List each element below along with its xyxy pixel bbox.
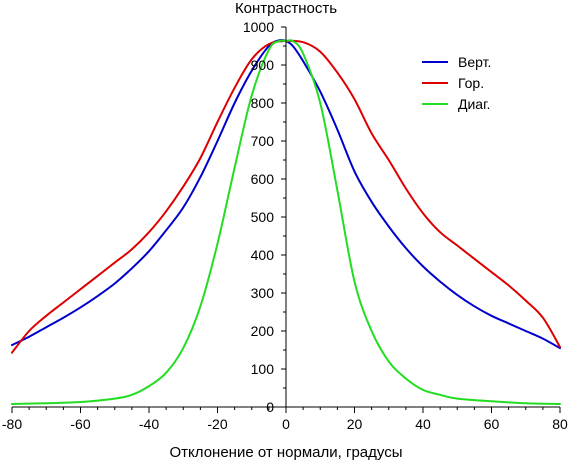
y-tick-label: 100: [251, 361, 275, 377]
y-tick-label: 900: [251, 57, 275, 73]
y-tick-label: 800: [251, 95, 275, 111]
x-tick-label: -20: [207, 416, 227, 432]
y-tick-label: 200: [251, 323, 275, 339]
y-tick-label: 1000: [243, 19, 274, 35]
legend-label-0: Верт.: [458, 54, 491, 70]
x-tick-label: 40: [415, 416, 431, 432]
x-tick-label: -40: [139, 416, 159, 432]
y-tick-label: 600: [251, 171, 275, 187]
y-axis-title: Контрастность: [235, 0, 337, 17]
x-tick-label: 0: [282, 416, 290, 432]
legend-label-2: Диаг.: [458, 96, 490, 112]
x-tick-label: 20: [347, 416, 363, 432]
x-tick-label: 80: [552, 416, 568, 432]
x-tick-label: -80: [2, 416, 22, 432]
x-tick-label: -60: [70, 416, 90, 432]
y-tick-label: 400: [251, 247, 275, 263]
x-tick-label: 60: [484, 416, 500, 432]
y-tick-label: 700: [251, 133, 275, 149]
legend-label-1: Гор.: [458, 75, 484, 91]
y-tick-label: 300: [251, 285, 275, 301]
x-axis-title: Отклонение от нормали, градусы: [170, 444, 403, 461]
y-tick-label: 500: [251, 209, 275, 225]
y-tick-label: 0: [266, 399, 274, 415]
